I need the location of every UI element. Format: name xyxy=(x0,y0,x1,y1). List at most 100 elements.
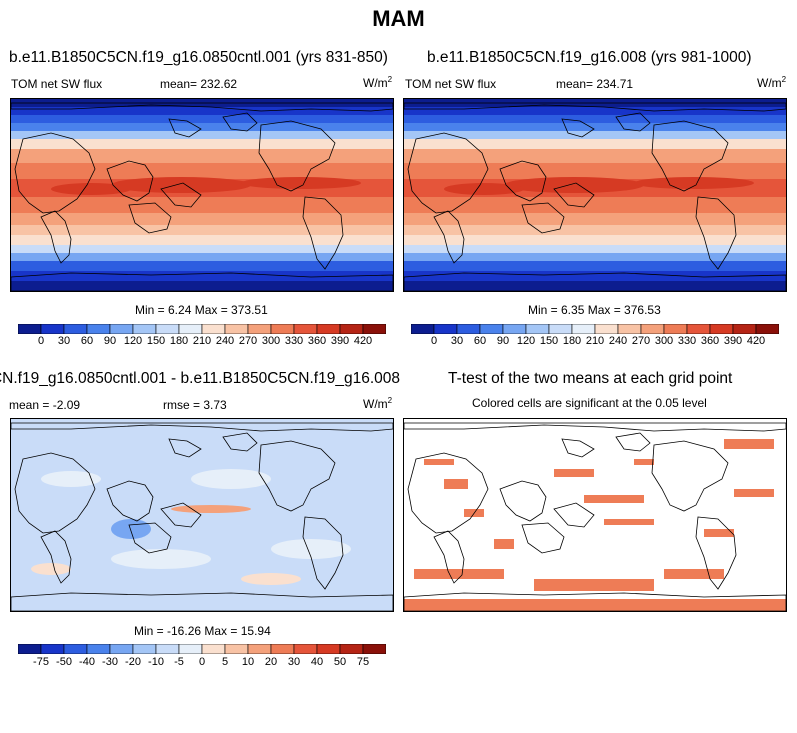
flux-colorbar-tick-label: 420 xyxy=(746,335,766,347)
panel2-coastline xyxy=(433,210,465,264)
panel2-band xyxy=(404,261,786,271)
flux-colorbar-tick-label: 0 xyxy=(37,335,45,347)
flux-colorbar-tick-label: 420 xyxy=(353,335,373,347)
panel1-variable-label: TOM net SW flux xyxy=(11,77,103,91)
panel4-subtitle: Colored cells are significant at the 0.0… xyxy=(472,396,707,410)
significant-cell xyxy=(414,569,504,579)
diff-colorbar-tick-label: -50 xyxy=(56,656,72,668)
panel3-coastline xyxy=(40,530,72,584)
panel3-coastline xyxy=(106,480,154,522)
panel1-colorbar-labels: 0 30 60 90 120 150 180 210 240 270 300 330 360 390 420 xyxy=(18,335,386,349)
flux-colorbar-tick-label: 30 xyxy=(450,335,464,347)
panel2-band xyxy=(404,131,786,139)
panel2-coastline xyxy=(407,132,489,214)
flux-colorbar-tick-label: 210 xyxy=(585,335,605,347)
panel2-band xyxy=(404,225,786,235)
flux-colorbar-box xyxy=(411,324,435,334)
flux-colorbar-box xyxy=(732,324,757,334)
panel3-colorbar-labels: -75 -50 -40 -30 -20 -10 -5 0 5 10 20 30 40 50 75 xyxy=(18,656,386,670)
panel1-coastline xyxy=(302,196,344,270)
panel1-flux-field xyxy=(11,99,393,291)
diff-colorbar-tick-label: 40 xyxy=(310,656,324,668)
flux-colorbar-tick-label: 240 xyxy=(608,335,628,347)
flux-colorbar-box xyxy=(709,324,734,334)
diff-colorbar-tick-label: 50 xyxy=(333,656,347,668)
flux-colorbar-box xyxy=(640,324,665,334)
panel1-colorbar xyxy=(18,324,386,334)
flux-colorbar-box xyxy=(617,324,642,334)
flux-colorbar-tick-label: 120 xyxy=(123,335,143,347)
panel1-units: W/m2 xyxy=(363,75,393,90)
panel4-coastline xyxy=(615,432,651,452)
flux-colorbar-tick-label: 90 xyxy=(103,335,117,347)
flux-colorbar-box xyxy=(224,324,249,334)
panel4-coastline xyxy=(433,530,465,584)
panel2-variable-label: TOM net SW flux xyxy=(405,77,497,91)
panel2-title: b.e11.B1850C5CN.f19_g16.008 (yrs 981-100… xyxy=(427,49,752,66)
flux-colorbar-box xyxy=(479,324,504,334)
diff-colorbar-tick-label: -40 xyxy=(79,656,95,668)
diff-colorbar-tick-label: 0 xyxy=(198,656,206,668)
panel1-coastline xyxy=(258,120,336,192)
panel1-coastline xyxy=(222,112,258,132)
panel1-coastline xyxy=(128,202,172,234)
flux-colorbar-tick-label: 300 xyxy=(654,335,674,347)
panel3-title: b.e11.B1850C5CN.f19_g16.0850cntl.001 - b… xyxy=(0,370,400,387)
diff-anomaly xyxy=(31,563,71,575)
panel3-title-wrap: b.e11.B1850C5CN.f19_g16.0850cntl.001 - b… xyxy=(0,370,400,388)
diff-colorbar-box xyxy=(18,644,42,654)
panel2-band xyxy=(404,281,786,291)
panel2-colorbar-labels: 0 30 60 90 120 150 180 210 240 270 300 330 360 390 420 xyxy=(411,335,779,349)
flux-colorbar-box xyxy=(502,324,527,334)
panel3-map xyxy=(10,418,394,612)
panel2-maximum xyxy=(504,177,644,193)
panel1-coastline xyxy=(168,118,202,138)
diff-colorbar-box xyxy=(40,644,65,654)
panel1-band xyxy=(11,115,393,123)
flux-colorbar-box xyxy=(571,324,596,334)
panel2-minmax: Min = 6.35 Max = 376.53 xyxy=(528,303,661,317)
panel3-coastline xyxy=(302,516,344,590)
significant-cell xyxy=(604,519,654,525)
flux-colorbar-tick-label: 300 xyxy=(261,335,281,347)
flux-colorbar-tick-label: 270 xyxy=(238,335,258,347)
panel4-coastline xyxy=(553,502,595,528)
panel1-band xyxy=(11,225,393,235)
panel2-coastline xyxy=(615,112,651,132)
figure-title: MAM xyxy=(372,6,425,31)
panel1-band xyxy=(11,123,393,131)
flux-colorbar-box xyxy=(755,324,779,334)
flux-colorbar-tick-label: 390 xyxy=(330,335,350,347)
significant-cell xyxy=(444,479,468,489)
panel1-coastline xyxy=(11,272,393,291)
flux-colorbar-box xyxy=(433,324,458,334)
panel3-difference-field xyxy=(11,419,393,611)
diff-anomaly xyxy=(191,469,271,489)
diff-anomaly xyxy=(241,573,301,585)
diff-colorbar-tick-label: -75 xyxy=(33,656,49,668)
flux-colorbar-tick-label: 90 xyxy=(496,335,510,347)
panel3-coastline xyxy=(160,502,202,528)
significant-cell xyxy=(404,599,786,611)
panel3-coastline xyxy=(14,452,96,534)
diff-colorbar-box xyxy=(362,644,386,654)
panel2-band xyxy=(404,213,786,225)
significant-cell xyxy=(724,439,774,449)
panel2-band xyxy=(404,139,786,149)
panel2-band xyxy=(404,197,786,213)
diff-colorbar-box xyxy=(132,644,157,654)
panel1-band xyxy=(11,213,393,225)
panel2-coastline xyxy=(521,202,565,234)
panel3-coastline xyxy=(11,422,393,432)
panel4-coastline xyxy=(404,422,786,432)
panel2-coastline xyxy=(404,102,786,112)
flux-colorbar-box xyxy=(663,324,688,334)
flux-colorbar-tick-label: 390 xyxy=(723,335,743,347)
panel1-maximum xyxy=(51,183,131,195)
panel1-band xyxy=(11,235,393,245)
panel1-band xyxy=(11,253,393,261)
flux-colorbar-box xyxy=(594,324,619,334)
panel2-colorbar xyxy=(411,324,779,334)
panel2-coastline xyxy=(404,272,786,291)
panel2-coastline xyxy=(651,120,729,192)
